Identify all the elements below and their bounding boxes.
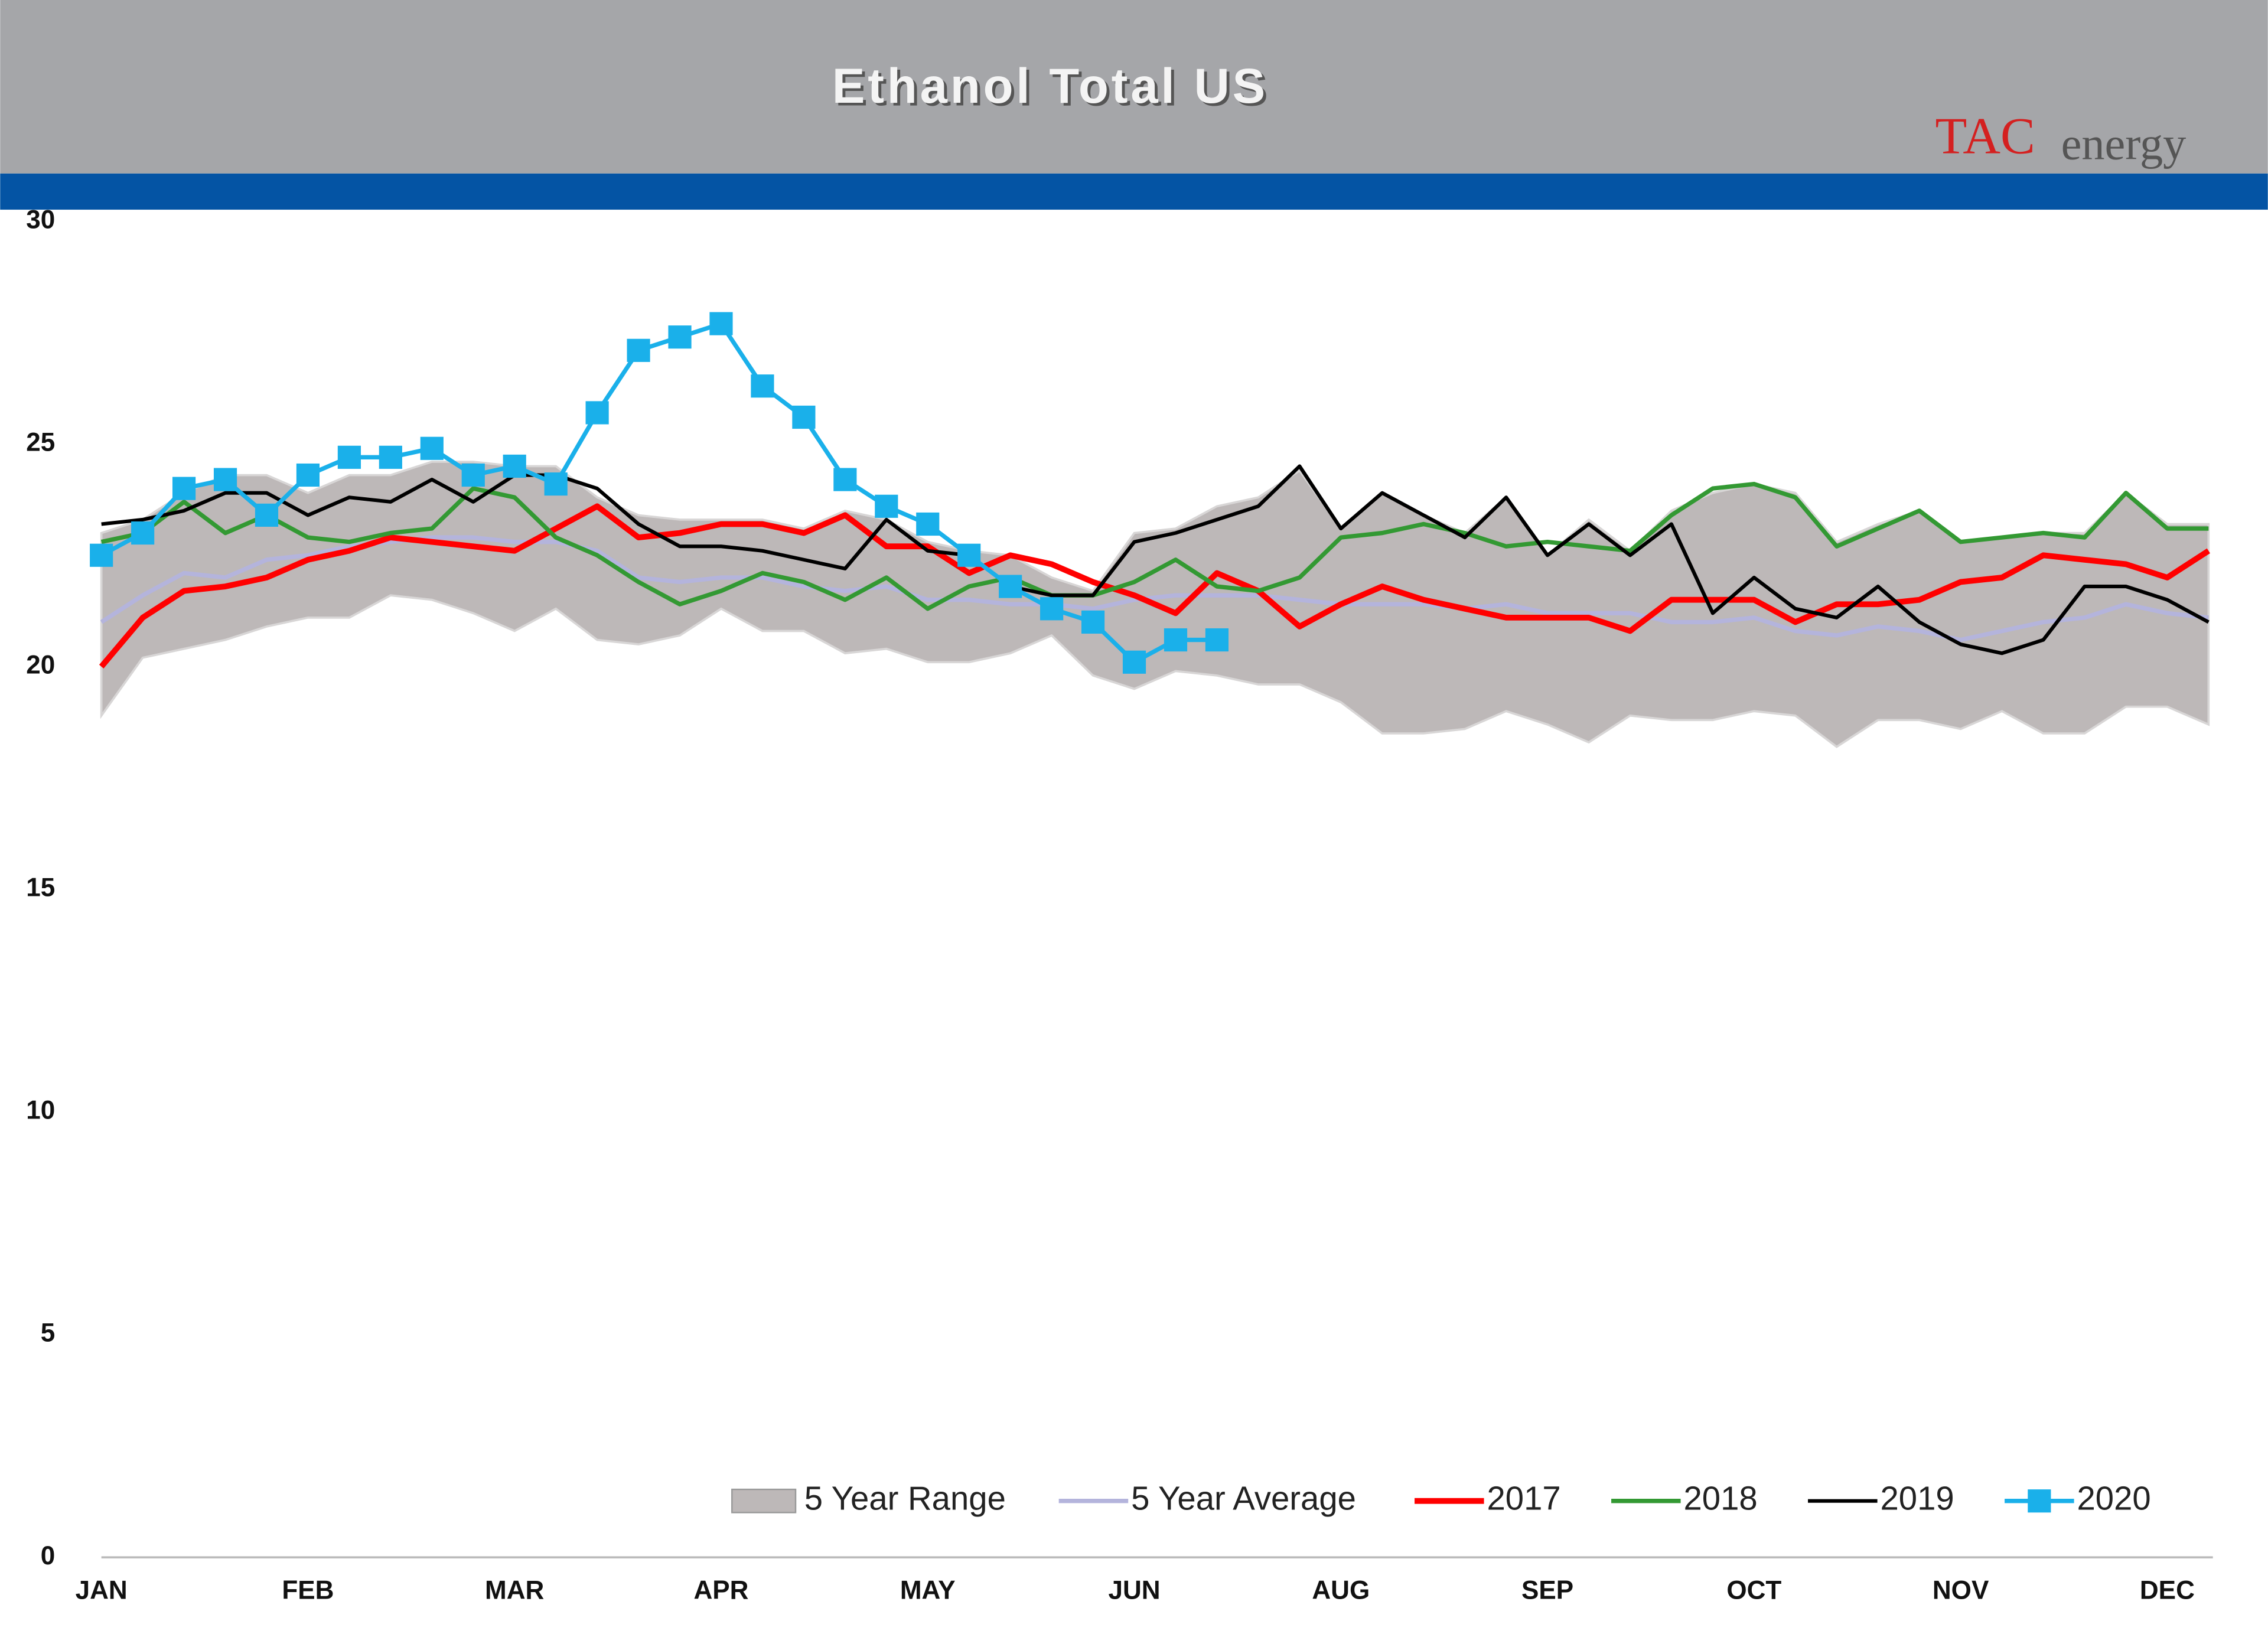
- series-line: [100, 321, 1217, 664]
- legend-label: 2017: [1487, 1480, 1560, 1517]
- marker: [544, 472, 568, 496]
- legend-label: 2020: [2077, 1480, 2151, 1517]
- marker: [90, 543, 113, 567]
- legend-label: 5 Year Average: [1131, 1480, 1356, 1517]
- marker: [1081, 610, 1105, 634]
- series-line: [100, 481, 2209, 611]
- y-tick-label: 10: [26, 1096, 55, 1125]
- header-band: [0, 0, 2268, 174]
- x-tick-label: OCT: [1726, 1576, 1781, 1605]
- marker: [916, 512, 940, 536]
- x-tick-label: SEP: [1521, 1576, 1573, 1605]
- marker: [957, 543, 981, 567]
- y-tick-label: 15: [26, 873, 55, 902]
- x-tick-label: MAY: [900, 1576, 956, 1605]
- logo-prefix: TAC: [1935, 107, 2035, 165]
- legend-item: 5 Year Range: [731, 1480, 1006, 1517]
- marker: [1164, 628, 1188, 652]
- legend-swatch: [731, 1488, 797, 1514]
- marker: [172, 477, 196, 500]
- chart-title-shadow: Ethanol Total US: [835, 61, 1271, 116]
- legend-item: 2018: [1611, 1480, 1758, 1517]
- marker: [461, 463, 485, 487]
- marker: [627, 338, 650, 362]
- legend-item: 5 Year Average: [1058, 1480, 1356, 1517]
- x-tick-label: JUN: [1108, 1576, 1160, 1605]
- y-tick-label: 30: [26, 205, 55, 234]
- series-line: [100, 535, 2209, 643]
- legend-label: 5 Year Range: [804, 1480, 1006, 1517]
- marker: [420, 436, 444, 460]
- marker: [1040, 597, 1064, 621]
- marker: [213, 468, 237, 491]
- marker: [337, 445, 361, 469]
- y-tick-label: 20: [26, 650, 55, 679]
- marker: [131, 521, 155, 545]
- marker: [999, 575, 1022, 598]
- x-tick-label: APR: [693, 1576, 748, 1605]
- logo-suffix: energy: [2061, 118, 2186, 169]
- series-line: [101, 464, 2210, 655]
- legend-item: 2019: [1808, 1480, 1954, 1517]
- marker: [1122, 650, 1146, 674]
- legend-item: 2020: [2005, 1480, 2151, 1517]
- marker: [792, 405, 816, 429]
- marker: [1205, 628, 1229, 652]
- marker: [255, 503, 279, 527]
- legend-label: 2018: [1683, 1480, 1757, 1517]
- x-tick-label: JAN: [76, 1576, 128, 1605]
- y-tick-label: 0: [41, 1541, 56, 1570]
- marker: [585, 401, 609, 425]
- y-tick-label: 5: [41, 1319, 56, 1348]
- x-tick-label: AUG: [1312, 1576, 1370, 1605]
- x-tick-label: MAR: [485, 1576, 544, 1605]
- marker: [751, 374, 774, 398]
- marker: [379, 445, 402, 469]
- header-stripe: [0, 173, 2268, 210]
- y-tick-label: 25: [26, 428, 55, 456]
- x-tick-label: NOV: [1933, 1576, 1989, 1605]
- legend-marker: [2028, 1489, 2051, 1513]
- marker: [296, 463, 320, 487]
- marker: [833, 468, 857, 491]
- legend-item: 2017: [1415, 1480, 1561, 1517]
- x-tick-label: DEC: [2140, 1576, 2195, 1605]
- marker: [875, 494, 898, 518]
- x-tick-label: FEB: [282, 1576, 334, 1605]
- marker: [503, 454, 526, 478]
- marker: [668, 325, 692, 349]
- marker: [709, 312, 733, 335]
- chart-title: Ethanol Total US: [832, 58, 1268, 113]
- legend-label: 2019: [1880, 1480, 1954, 1517]
